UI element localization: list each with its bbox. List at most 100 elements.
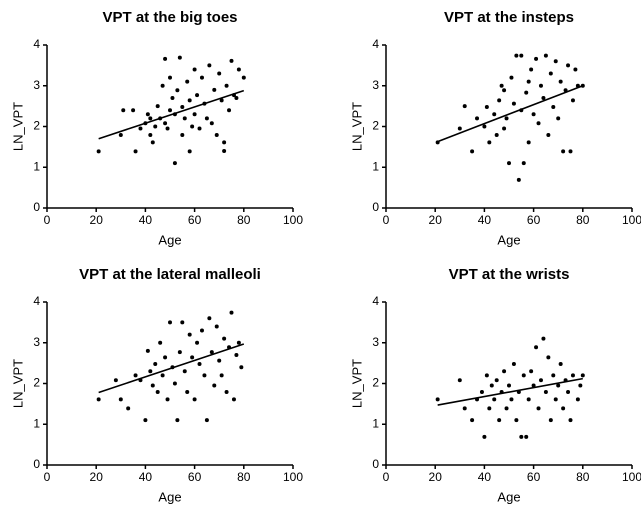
point <box>118 397 123 402</box>
point <box>224 390 229 395</box>
point <box>236 67 241 72</box>
point <box>219 98 224 103</box>
point <box>457 378 462 383</box>
point <box>502 88 507 93</box>
x-axis-label: Age <box>158 489 181 504</box>
point <box>148 133 153 138</box>
point <box>524 90 529 95</box>
x-tick-label: 0 <box>383 213 390 227</box>
x-tick-label: 100 <box>622 213 641 227</box>
point <box>556 116 561 121</box>
point <box>526 397 531 402</box>
point <box>470 149 475 154</box>
point <box>138 126 143 131</box>
point <box>207 63 212 68</box>
point <box>511 101 516 106</box>
point <box>239 365 244 370</box>
regression-line <box>437 85 584 143</box>
point <box>190 124 195 129</box>
point <box>185 79 190 84</box>
point <box>241 75 246 80</box>
y-tick-label: 4 <box>33 294 40 308</box>
point <box>207 316 212 321</box>
y-tick-label: 4 <box>372 294 379 308</box>
x-axis-label: Age <box>497 489 520 504</box>
x-tick-label: 0 <box>383 470 390 484</box>
y-tick-label: 0 <box>33 200 40 214</box>
chart-title: VPT at the insteps <box>444 9 574 26</box>
point <box>497 98 502 103</box>
regression-line <box>98 89 245 140</box>
point <box>551 373 556 378</box>
point <box>482 434 487 439</box>
point <box>158 340 163 345</box>
point <box>580 373 585 378</box>
point <box>172 381 177 386</box>
point <box>155 390 160 395</box>
point <box>165 397 170 402</box>
point <box>475 116 480 121</box>
point <box>204 116 209 121</box>
y-axis-label: LN_VPT <box>10 359 25 408</box>
point <box>521 373 526 378</box>
point <box>489 383 494 388</box>
point <box>175 418 180 423</box>
point <box>541 336 546 341</box>
point <box>190 355 195 360</box>
point <box>546 355 551 360</box>
point <box>145 112 150 117</box>
y-tick-label: 3 <box>33 335 40 349</box>
x-tick-label: 80 <box>576 213 590 227</box>
point <box>509 75 514 80</box>
x-tick-label: 60 <box>527 213 541 227</box>
point <box>575 397 580 402</box>
point <box>222 148 227 153</box>
point <box>195 340 200 345</box>
point <box>229 58 234 63</box>
point <box>131 108 136 113</box>
point <box>168 320 172 325</box>
point <box>504 406 509 411</box>
point <box>199 328 204 333</box>
point <box>529 67 534 72</box>
point <box>187 332 192 337</box>
point <box>511 361 516 366</box>
point <box>568 149 573 154</box>
x-tick-label: 60 <box>188 470 202 484</box>
point <box>516 177 521 182</box>
point <box>548 71 553 76</box>
point <box>494 378 499 383</box>
point <box>578 383 583 388</box>
point <box>548 418 553 423</box>
point <box>214 133 219 138</box>
point <box>494 133 499 138</box>
point <box>143 418 148 423</box>
point <box>155 104 160 109</box>
point <box>202 373 207 378</box>
point <box>566 63 571 68</box>
point <box>182 116 187 121</box>
point <box>187 149 192 154</box>
point <box>529 369 534 374</box>
point <box>521 161 526 166</box>
point <box>462 406 467 411</box>
point <box>538 378 543 383</box>
point <box>484 104 489 109</box>
x-tick-label: 40 <box>139 470 153 484</box>
x-tick-label: 80 <box>237 213 251 227</box>
point <box>212 87 217 92</box>
point <box>163 121 168 126</box>
point <box>534 345 539 350</box>
point <box>553 397 558 402</box>
point <box>192 397 197 402</box>
y-tick-label: 4 <box>372 37 379 51</box>
point <box>479 390 484 395</box>
point <box>214 324 219 329</box>
y-tick-label: 0 <box>372 200 379 214</box>
x-tick-label: 40 <box>139 213 153 227</box>
x-tick-label: 20 <box>429 470 443 484</box>
point <box>217 71 222 76</box>
point <box>573 67 578 72</box>
point <box>168 75 172 80</box>
y-tick-label: 2 <box>33 119 40 133</box>
